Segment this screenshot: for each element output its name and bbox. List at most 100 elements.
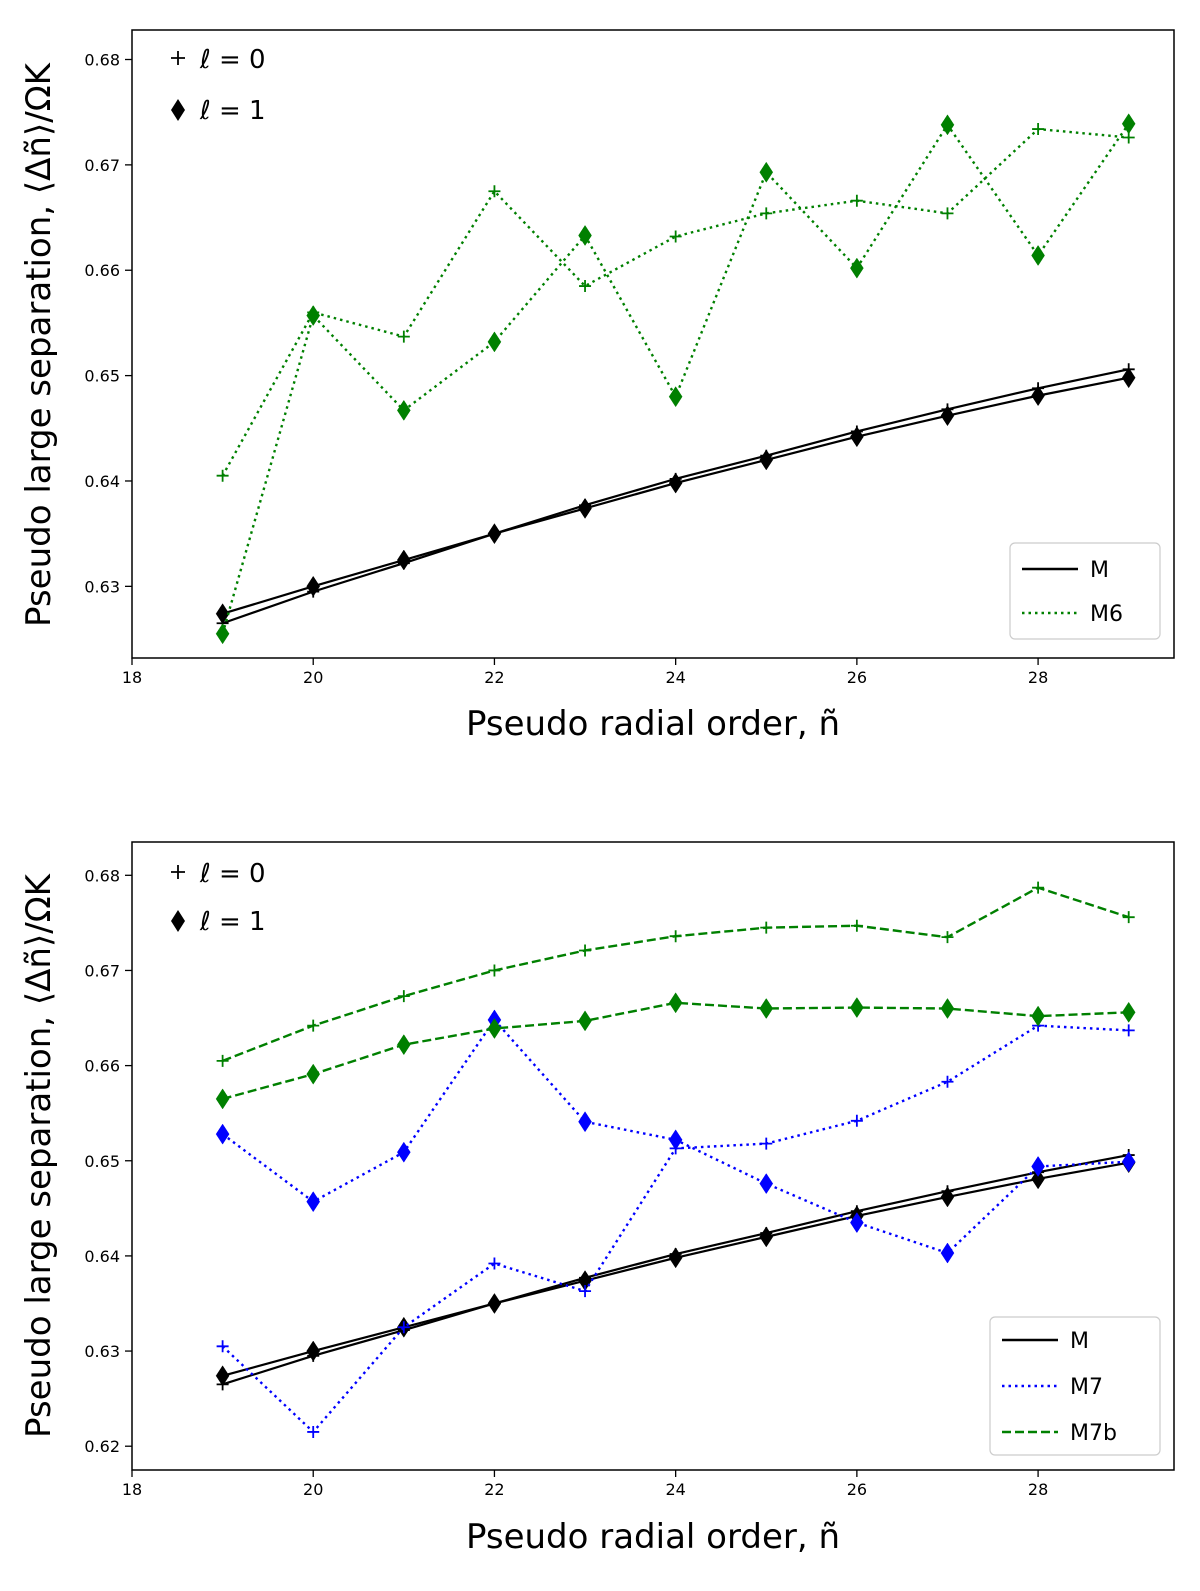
top-marker-legend-ell1: ℓ = 1	[199, 96, 266, 126]
top-marker-legend-ell0: ℓ = 0	[199, 45, 266, 75]
top-point-m6-l1	[668, 386, 683, 408]
bottom-point-m7-l0	[1122, 1024, 1135, 1037]
bottom-point-m7b-l0	[488, 964, 501, 977]
top-y-tick-label: 0.63	[84, 577, 120, 596]
bottom-point-m-l1	[940, 1186, 955, 1208]
bottom-point-m7-l1	[306, 1191, 321, 1213]
bottom-point-m7-l1	[940, 1242, 955, 1264]
top-point-m-l1	[578, 497, 592, 519]
top-x-tick-label: 22	[484, 668, 504, 687]
bottom-point-m-l1	[668, 1247, 683, 1269]
bottom-point-m7-l1	[1031, 1156, 1045, 1177]
bottom-point-m7b-l1	[940, 998, 955, 1019]
top-y-tick-label: 0.64	[84, 472, 120, 491]
top-x-tick-label: 18	[122, 668, 142, 687]
bottom-point-m7b-l1	[850, 997, 864, 1019]
top-x-axis: 18 20 22 24 26 28	[122, 658, 1048, 687]
bottom-point-m7b-l0	[669, 930, 682, 943]
bottom-x-tick-label: 24	[665, 1480, 685, 1499]
bottom-series-line-m7b-l0	[222, 886, 1130, 1062]
top-panel: 0.63 0.64 0.65 0.66 0.67 0.68 18 20 22 24 26 28 Ps…	[19, 29, 1175, 744]
bottom-y-tick-label: 0.65	[84, 1152, 120, 1171]
top-plot-frame	[131, 29, 1175, 659]
bottom-y-axis: 0.62 0.63 0.64 0.65 0.66 0.67 0.68	[84, 866, 132, 1456]
bottom-legend: M M7 M7b	[989, 1316, 1161, 1456]
bottom-point-m7-l0	[850, 1114, 863, 1127]
bottom-point-m7-l0	[307, 1425, 320, 1438]
bottom-series-line-m7b-l1	[222, 1001, 1129, 1101]
bottom-point-m7b-l0	[1122, 911, 1135, 924]
top-point-m6-l0	[397, 330, 410, 343]
top-y-tick-label: 0.68	[84, 51, 120, 70]
top-point-m6-l0	[488, 185, 501, 198]
bottom-point-m7b-l1	[668, 992, 683, 1014]
bottom-point-m7b-l1	[215, 1088, 230, 1110]
bottom-point-m7b-l0	[397, 990, 410, 1003]
top-point-m6-l0	[1032, 123, 1045, 136]
bottom-y-tick-label: 0.62	[84, 1437, 120, 1456]
top-point-m-l1	[1121, 367, 1136, 389]
bottom-point-m7b-l1	[306, 1063, 321, 1085]
top-point-m-l1	[940, 405, 955, 427]
bottom-point-m7-l1	[397, 1141, 411, 1163]
top-x-tick-label: 26	[847, 668, 867, 687]
bottom-point-m7b-l1	[578, 1010, 592, 1032]
top-marker-legend: ℓ = 0 ℓ = 1	[171, 45, 266, 126]
bottom-point-m-l1	[1031, 1168, 1045, 1190]
bottom-point-m7b-l0	[760, 921, 773, 934]
bottom-x-axis: 18 20 22 24 26 28	[122, 1470, 1048, 1499]
bottom-point-m7-l1	[668, 1129, 683, 1151]
bottom-x-tick-label: 22	[484, 1480, 504, 1499]
top-x-tick-label: 24	[665, 668, 685, 687]
top-x-axis-label: Pseudo radial order, ñ	[466, 704, 840, 744]
bottom-point-m7-l1	[850, 1212, 864, 1234]
top-series-line-m6-l0	[221, 127, 1129, 477]
bottom-point-m7-l0	[397, 1321, 410, 1334]
bottom-point-m7-l1	[759, 1173, 774, 1195]
top-point-m6-l1	[306, 305, 321, 327]
bottom-marker-legend: ℓ = 0 ℓ = 1	[171, 859, 266, 937]
top-x-tick-label: 28	[1028, 668, 1048, 687]
top-point-m-l1	[306, 575, 321, 597]
bottom-marker-legend-ell1: ℓ = 1	[199, 907, 266, 937]
top-legend-label-m: M	[1090, 558, 1109, 583]
top-point-m6-l0	[579, 280, 592, 293]
top-y-axis-label: Pseudo large separation, ⟨Δñ⟩/ΩK	[19, 61, 59, 627]
bottom-point-m7b-l0	[216, 1054, 229, 1067]
top-x-tick-label: 20	[303, 668, 323, 687]
bottom-point-m7-l0	[579, 1285, 592, 1298]
top-y-tick-label: 0.66	[84, 261, 120, 280]
top-point-m6-l1	[1121, 113, 1136, 135]
bottom-legend-label-m: M	[1070, 1329, 1089, 1354]
top-point-m6-l1	[759, 161, 774, 183]
bottom-point-m7b-l1	[759, 998, 774, 1019]
top-point-m6-l1	[1031, 245, 1045, 266]
top-series-line-m-l0	[222, 368, 1129, 625]
bottom-y-tick-label: 0.63	[84, 1342, 120, 1361]
top-point-m6-l0	[216, 469, 229, 482]
bottom-point-m7-l0	[216, 1340, 229, 1353]
bottom-marker-legend-ell0: ℓ = 0	[199, 859, 266, 889]
bottom-point-m7-l1	[1121, 1151, 1136, 1173]
bottom-x-tick-label: 28	[1028, 1480, 1048, 1499]
top-y-tick-label: 0.67	[84, 156, 120, 175]
top-point-m-l1	[850, 426, 864, 448]
bottom-plot-frame	[131, 841, 1175, 1471]
bottom-panel: 0.62 0.63 0.64 0.65 0.66 0.67 0.68 18 20 22 24 26 2…	[19, 841, 1175, 1557]
top-point-m6-l1	[940, 114, 955, 136]
top-legend-box	[1009, 542, 1161, 640]
bottom-point-m7-l1	[215, 1123, 230, 1145]
top-y-tick-label: 0.65	[84, 367, 120, 386]
bottom-x-tick-label: 20	[303, 1480, 323, 1499]
bottom-point-m7-l1	[578, 1111, 592, 1133]
bottom-point-m7b-l0	[850, 919, 863, 932]
top-plot-area	[215, 113, 1136, 645]
bottom-point-m7-l0	[488, 1257, 501, 1270]
bottom-x-tick-label: 18	[122, 1480, 142, 1499]
top-point-m6-l1	[850, 257, 864, 279]
bottom-y-tick-label: 0.67	[84, 961, 120, 980]
bottom-point-m7b-l1	[1031, 1005, 1045, 1027]
bottom-point-m7-l0	[760, 1137, 773, 1150]
bottom-point-m7b-l0	[307, 1019, 320, 1032]
bottom-point-m-l1	[487, 1293, 502, 1314]
